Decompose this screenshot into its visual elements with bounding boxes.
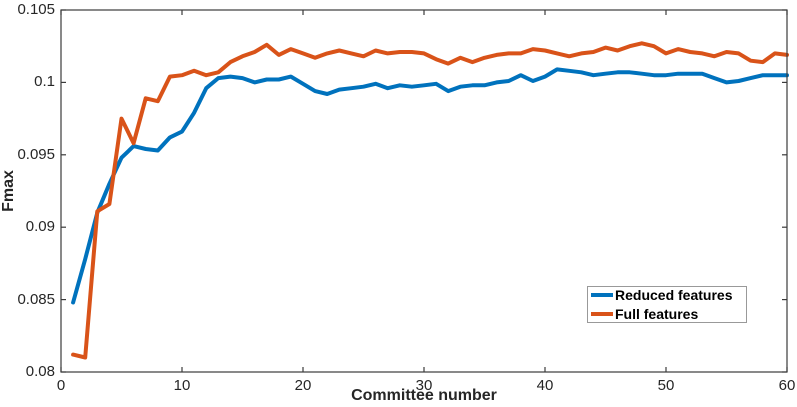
y-tick-label: 0.08 [25, 363, 55, 380]
reduced-features-line-swatch [591, 293, 613, 297]
legend-item-reduced-features: Reduced features [588, 287, 746, 303]
x-tick-label: 60 [778, 377, 796, 394]
legend-label: Reduced features [615, 287, 733, 303]
x-axis-title: Committee number [351, 387, 497, 404]
x-tick-label: 0 [56, 377, 66, 394]
series-line-full-features [71, 41, 789, 360]
legend-item-full-features: Full features [588, 306, 746, 322]
x-tick-label: 10 [173, 377, 191, 394]
y-tick-label: 0.09 [25, 218, 55, 236]
x-tick-label: 20 [294, 377, 312, 394]
data-series-lines [71, 41, 789, 360]
y-tick-label: 0.095 [17, 145, 55, 163]
series-line-reduced-features [71, 67, 789, 305]
full-features-line-swatch [591, 312, 613, 316]
y-axis-title: Fmax [0, 170, 17, 212]
plot-box-border [60, 9, 788, 373]
legend-box: Reduced features Full features [587, 286, 747, 323]
x-tick-label: 40 [536, 377, 554, 394]
y-tick-label: 0.105 [17, 1, 55, 18]
x-tick-label: 30 [415, 377, 433, 394]
y-tick-label: 0.1 [34, 73, 55, 91]
legend-label: Full features [615, 306, 699, 322]
y-tick-label: 0.085 [17, 290, 55, 308]
x-tick-label: 50 [657, 377, 675, 394]
